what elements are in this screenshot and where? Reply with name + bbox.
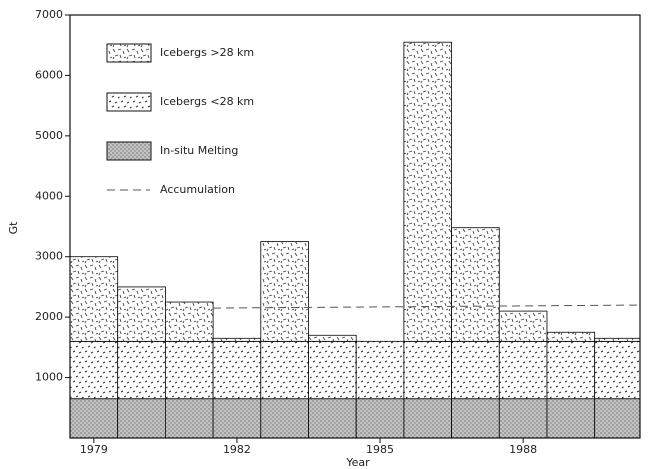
y-tick-label: 7000	[35, 8, 63, 21]
bar-segment	[546, 331, 596, 342]
bar-segment	[498, 398, 548, 439]
bar-segment	[69, 256, 119, 342]
bar-segment	[498, 310, 548, 342]
legend-label: Accumulation	[160, 183, 235, 196]
y-tick-label: 2000	[35, 310, 63, 323]
legend-label: Icebergs <28 km	[160, 95, 254, 108]
bar-segment	[451, 227, 500, 342]
x-tick-label: 1979	[80, 443, 108, 456]
bar-segment	[546, 340, 596, 400]
bar-segment	[594, 340, 641, 400]
legend-label: In-situ Melting	[160, 144, 238, 157]
x-tick-label: 1982	[223, 443, 251, 456]
bar-segment	[164, 398, 214, 439]
bar-segment	[308, 340, 357, 400]
legend-swatch	[106, 92, 152, 112]
bar-segment	[403, 41, 452, 342]
bar-segment	[117, 286, 166, 342]
bar-segment	[355, 398, 405, 439]
y-tick-label: 5000	[35, 129, 63, 142]
bar-segment	[69, 340, 119, 400]
legend-swatch	[106, 43, 152, 63]
bar-segment	[594, 337, 641, 342]
x-tick-label: 1985	[366, 443, 394, 456]
bar-segment	[260, 398, 309, 439]
bar-segment	[260, 340, 309, 400]
y-tick-label: 6000	[35, 68, 63, 81]
bar-segment	[212, 398, 262, 439]
bar-segment	[117, 340, 166, 400]
x-tick-label: 1988	[509, 443, 537, 456]
accumulation-line	[213, 304, 641, 309]
y-tick-label: 1000	[35, 371, 63, 384]
bar-segment	[403, 398, 452, 439]
bar-segment	[212, 337, 262, 342]
bar-segment	[260, 241, 309, 342]
legend-swatch	[106, 141, 152, 161]
y-tick-label: 4000	[35, 189, 63, 202]
bar-segment	[594, 398, 641, 439]
bar-segment	[451, 398, 500, 439]
bar-segment	[403, 340, 452, 400]
bar-segment	[117, 398, 166, 439]
y-axis-label: Gt	[7, 221, 20, 235]
bar-segment	[164, 301, 214, 342]
bar-segment	[498, 340, 548, 400]
y-tick-label: 3000	[35, 250, 63, 263]
legend-label: Icebergs >28 km	[160, 46, 254, 59]
bar-segment	[546, 398, 596, 439]
x-axis-label: Year	[345, 456, 370, 469]
plot-frame	[69, 14, 641, 439]
bar-segment	[451, 340, 500, 400]
bar-segment	[308, 334, 357, 342]
bar-segment	[69, 398, 119, 439]
bar-segment	[355, 340, 405, 400]
bar-segment	[308, 398, 357, 439]
bar-segment	[212, 340, 262, 400]
bar-segment	[164, 340, 214, 400]
